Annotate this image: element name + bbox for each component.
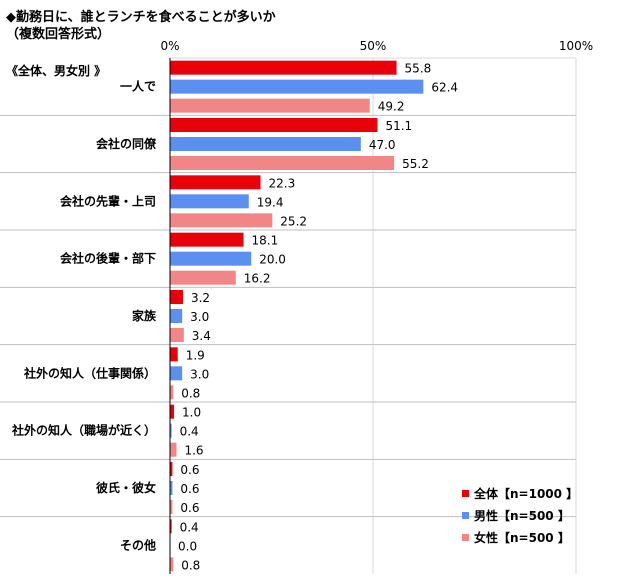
bar-female xyxy=(170,328,184,342)
bar-female xyxy=(170,270,236,285)
value-label-female: 49.2 xyxy=(378,100,405,114)
bar-male xyxy=(170,481,173,495)
bar-female xyxy=(170,442,177,457)
bar-male xyxy=(170,79,424,94)
value-label-male: 3.0 xyxy=(190,310,209,324)
category-label: その他 xyxy=(120,537,156,552)
bar-all xyxy=(170,290,183,304)
value-label-male: 0.0 xyxy=(178,539,197,553)
bar-all xyxy=(170,60,397,75)
chart-subtitle: （複数回答形式） xyxy=(6,27,111,42)
legend-label-female: 女性【n=500 】 xyxy=(474,530,570,545)
value-label-male: 3.0 xyxy=(190,367,209,381)
category-label: 社外の知人（仕事関係） xyxy=(23,365,156,380)
group-label: 《全体、男女別 》 xyxy=(6,64,107,78)
x-tick-label: 0% xyxy=(160,39,179,53)
value-label-male: 0.6 xyxy=(180,482,199,496)
bar-male xyxy=(170,423,172,438)
value-label-female: 55.2 xyxy=(402,157,429,171)
legend-swatch-male xyxy=(462,512,469,519)
value-label-all: 1.9 xyxy=(186,348,205,362)
x-tick-label: 50% xyxy=(360,39,387,53)
value-label-male: 62.4 xyxy=(431,81,458,95)
bar-female xyxy=(170,385,174,400)
value-label-all: 3.2 xyxy=(191,291,210,305)
category-label: 家族 xyxy=(132,308,157,323)
chart-title: ◆勤務日に、誰とランチを食べることが多いか xyxy=(6,10,276,25)
bar-all xyxy=(170,232,244,247)
value-label-female: 0.6 xyxy=(180,501,199,515)
value-label-female: 3.4 xyxy=(192,329,211,343)
value-label-all: 0.4 xyxy=(180,520,199,534)
value-label-male: 19.4 xyxy=(257,195,284,209)
value-label-female: 25.2 xyxy=(280,214,307,228)
value-label-all: 18.1 xyxy=(251,234,278,248)
bar-male xyxy=(170,309,183,323)
bar-female xyxy=(170,156,395,170)
category-label: 一人で xyxy=(120,79,156,94)
value-label-all: 22.3 xyxy=(269,176,296,190)
x-tick-label: 100% xyxy=(559,39,593,53)
category-label: 社外の知人（職場が近く） xyxy=(11,423,156,438)
value-label-female: 16.2 xyxy=(244,272,271,286)
legend-label-male: 男性【n=500 】 xyxy=(474,508,570,523)
bar-male xyxy=(170,251,252,266)
value-label-female: 0.8 xyxy=(181,558,200,572)
bar-all xyxy=(170,519,172,534)
value-label-female: 0.8 xyxy=(181,386,200,400)
bar-male xyxy=(170,137,361,151)
value-label-all: 0.6 xyxy=(180,463,199,477)
value-label-all: 1.0 xyxy=(182,406,201,420)
bar-female xyxy=(170,500,173,514)
bar-male xyxy=(170,366,183,381)
category-label: 会社の先輩・上司 xyxy=(60,193,156,208)
legend-swatch-female xyxy=(462,534,469,541)
bar-female xyxy=(170,98,370,113)
category-label: 会社の同僚 xyxy=(96,136,157,151)
legend-label-all: 全体【n=1000 】 xyxy=(473,486,578,501)
category-label: 会社の後輩・部下 xyxy=(60,251,156,266)
value-label-male: 0.4 xyxy=(180,425,199,439)
value-label-female: 1.6 xyxy=(184,444,203,458)
legend-swatch-all xyxy=(462,490,469,497)
bar-all xyxy=(170,462,173,476)
bar-male xyxy=(170,194,249,209)
bar-all xyxy=(170,404,175,419)
bar-female xyxy=(170,557,174,572)
bar-female xyxy=(170,213,273,228)
bar-all xyxy=(170,347,178,362)
value-label-male: 47.0 xyxy=(369,138,396,152)
bar-all xyxy=(170,118,378,132)
bar-all xyxy=(170,175,261,190)
category-label: 彼氏・彼女 xyxy=(96,480,156,495)
value-label-all: 51.1 xyxy=(385,119,412,133)
value-label-male: 20.0 xyxy=(259,253,286,267)
value-label-all: 55.8 xyxy=(405,62,432,76)
